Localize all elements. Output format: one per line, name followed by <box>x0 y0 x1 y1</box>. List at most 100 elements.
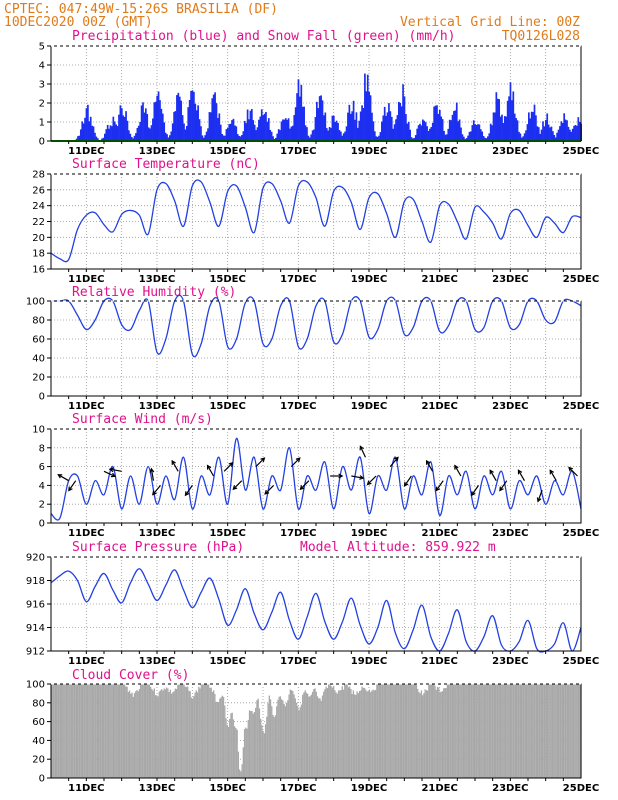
precip-bar <box>390 116 393 141</box>
date-label: 11DEC <box>68 274 104 285</box>
date-label: 17DEC <box>280 656 316 667</box>
cloud-bar <box>91 684 94 778</box>
precip-bar <box>429 128 431 141</box>
precip-bar <box>365 91 368 141</box>
precip-bar <box>77 136 79 141</box>
cloud-bar <box>72 684 74 778</box>
precip-bar <box>270 131 273 141</box>
cloud-bar <box>400 684 403 778</box>
date-label: 25DEC <box>563 401 599 412</box>
precip-bar <box>506 100 509 141</box>
precip-bar <box>81 121 84 141</box>
cloud-bar <box>323 691 325 778</box>
precip-bar <box>371 112 373 141</box>
precip-bar <box>478 124 481 141</box>
cloud-bar <box>538 684 540 778</box>
cloud-bar <box>271 706 273 778</box>
cloud-bar <box>179 684 181 778</box>
precip-bar <box>369 95 372 141</box>
precip-bar <box>443 130 445 141</box>
precip-bar <box>410 137 413 141</box>
precip-bar <box>426 126 428 141</box>
cloud-bar <box>347 687 350 778</box>
precip-bar <box>144 108 147 141</box>
cloud-bar <box>344 684 346 778</box>
precip-bar <box>238 135 240 141</box>
precip-bar <box>341 135 344 141</box>
cloud-bar <box>370 692 372 778</box>
precip-bar <box>578 121 581 141</box>
cloud-bar <box>276 706 278 778</box>
precip-bar <box>170 131 173 141</box>
cloud-bar <box>210 687 212 778</box>
precip-bar <box>198 119 201 141</box>
precip-bar <box>150 125 153 141</box>
precip-bar <box>139 121 142 141</box>
cloud-bar <box>335 692 337 778</box>
cloud-bar <box>75 684 78 778</box>
cloud-bar <box>156 695 158 778</box>
precip-bar <box>286 119 289 141</box>
cloud-bar <box>455 684 457 778</box>
cloud-bar <box>191 698 194 778</box>
cloud-bar <box>231 712 233 778</box>
humidity-title: Relative Humidity (%) <box>72 285 236 300</box>
precip-bar <box>140 105 143 141</box>
cloud-bar <box>215 701 217 778</box>
precip-bar <box>181 115 184 141</box>
precip-bar <box>417 125 420 141</box>
cloud-bar <box>211 691 214 778</box>
cloud-bar <box>428 685 430 778</box>
precip-bar <box>427 130 430 141</box>
precip-bar <box>528 112 530 141</box>
precip-bar <box>396 115 399 141</box>
cloud-bar <box>422 695 424 778</box>
precip-bar <box>530 111 533 141</box>
cloud-bar <box>182 684 184 778</box>
precip-bar <box>188 100 191 141</box>
cloud-bar <box>248 710 251 778</box>
cloud-bar <box>472 684 475 778</box>
precip-bar <box>235 126 238 141</box>
precip-bar <box>269 129 272 141</box>
y-tick-label: 0 <box>39 392 45 403</box>
precip-bar <box>163 122 166 141</box>
precip-bar <box>205 131 208 141</box>
precip-bar <box>228 124 231 141</box>
precip-bar <box>249 110 252 141</box>
precip-bar <box>570 131 573 141</box>
precip-bar <box>243 120 246 141</box>
precip-bar <box>239 136 242 141</box>
precip-bar <box>325 128 328 141</box>
cloud-title: Cloud Cover (%) <box>72 668 189 683</box>
cloud-bar <box>528 684 530 778</box>
cloud-bar <box>533 684 535 778</box>
precip-bar <box>414 135 417 141</box>
precip-bar <box>256 127 259 141</box>
cloud-bar <box>316 696 319 778</box>
date-label: 19DEC <box>351 401 387 412</box>
precip-bar <box>78 135 81 141</box>
precip-bar <box>559 126 561 141</box>
precip-bar <box>447 128 450 141</box>
cloud-bar <box>313 689 315 778</box>
cloud-bar <box>128 690 131 778</box>
precip-bar <box>132 138 134 141</box>
cloud-bar <box>396 684 398 778</box>
precip-bar <box>508 96 510 141</box>
cloud-bar <box>167 688 169 778</box>
cloud-bar <box>293 694 295 778</box>
precip-bar <box>467 135 469 141</box>
cloud-bar <box>57 684 59 778</box>
precip-bar <box>561 122 564 141</box>
cloud-bar <box>161 689 163 778</box>
cloud-bar <box>466 684 468 778</box>
cloud-bar <box>483 684 486 778</box>
cloud-bar <box>423 693 425 778</box>
precip-bar <box>224 135 226 141</box>
precip-bar <box>330 127 332 141</box>
precip-bar <box>282 119 284 141</box>
precip-bar <box>331 115 334 141</box>
cloud-bar <box>485 684 487 778</box>
cloud-bar <box>341 686 343 778</box>
